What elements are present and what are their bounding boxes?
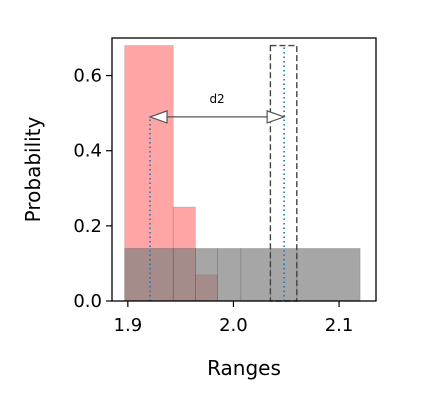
x-tick-label: 2.1 <box>325 315 354 336</box>
y-axis: 0.0 0.2 0.4 0.6 <box>73 66 112 312</box>
annotation-label: d2 <box>209 92 224 106</box>
x-tick-label: 1.9 <box>114 315 143 336</box>
histogram-bar <box>269 247 298 302</box>
histogram-bar <box>240 247 271 302</box>
plot-frame <box>111 37 377 302</box>
x-axis-label: Ranges <box>207 356 281 380</box>
histogram-bar <box>124 247 174 302</box>
x-tick-label: 2.0 <box>219 315 248 336</box>
dashed-box <box>269 44 298 302</box>
bars-layer <box>124 45 361 302</box>
histogram-bar <box>195 247 218 302</box>
y-tick-label: 0.4 <box>73 141 102 162</box>
overlay-layer <box>148 44 298 302</box>
y-tick-label: 0.6 <box>73 66 102 87</box>
histogram-bar <box>172 247 196 302</box>
x-axis: 1.9 2.0 2.1 <box>114 301 354 336</box>
y-tick-label: 0.0 <box>73 291 102 312</box>
histogram-bar <box>217 247 242 302</box>
y-tick-label: 0.2 <box>73 216 102 237</box>
arrow-head-right <box>266 110 286 124</box>
histogram-bar <box>296 247 361 302</box>
y-axis-label: Probability <box>21 116 45 222</box>
arrow-head-left <box>148 110 168 124</box>
